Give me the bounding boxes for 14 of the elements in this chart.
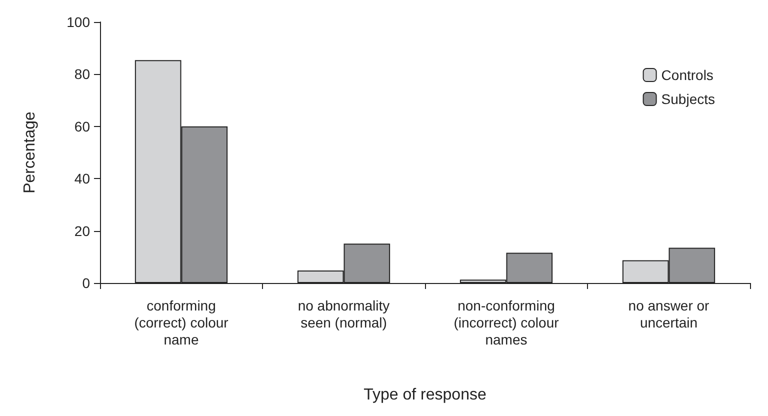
y-tick-label: 100 xyxy=(66,14,90,30)
y-tick-label: 20 xyxy=(74,222,90,239)
x-tick-label: conforming (correct) colour name xyxy=(134,298,229,348)
y-tick-label: 60 xyxy=(74,118,90,134)
y-axis-title: Percentage xyxy=(22,111,38,194)
x-tick-label: no abnormality seen (normal) xyxy=(298,298,390,330)
legend-label: Controls xyxy=(661,67,714,83)
legend-label: Subjects xyxy=(661,91,716,107)
x-tick-label: non-conforming (incorrect) colour names xyxy=(454,298,560,348)
y-tick-label: 40 xyxy=(74,170,90,187)
y-tick-label: 80 xyxy=(74,66,90,82)
x-axis-title: Type of response xyxy=(364,386,486,404)
x-tick-label: no answer or uncertain xyxy=(628,298,710,330)
y-tick-label: 0 xyxy=(82,275,90,291)
